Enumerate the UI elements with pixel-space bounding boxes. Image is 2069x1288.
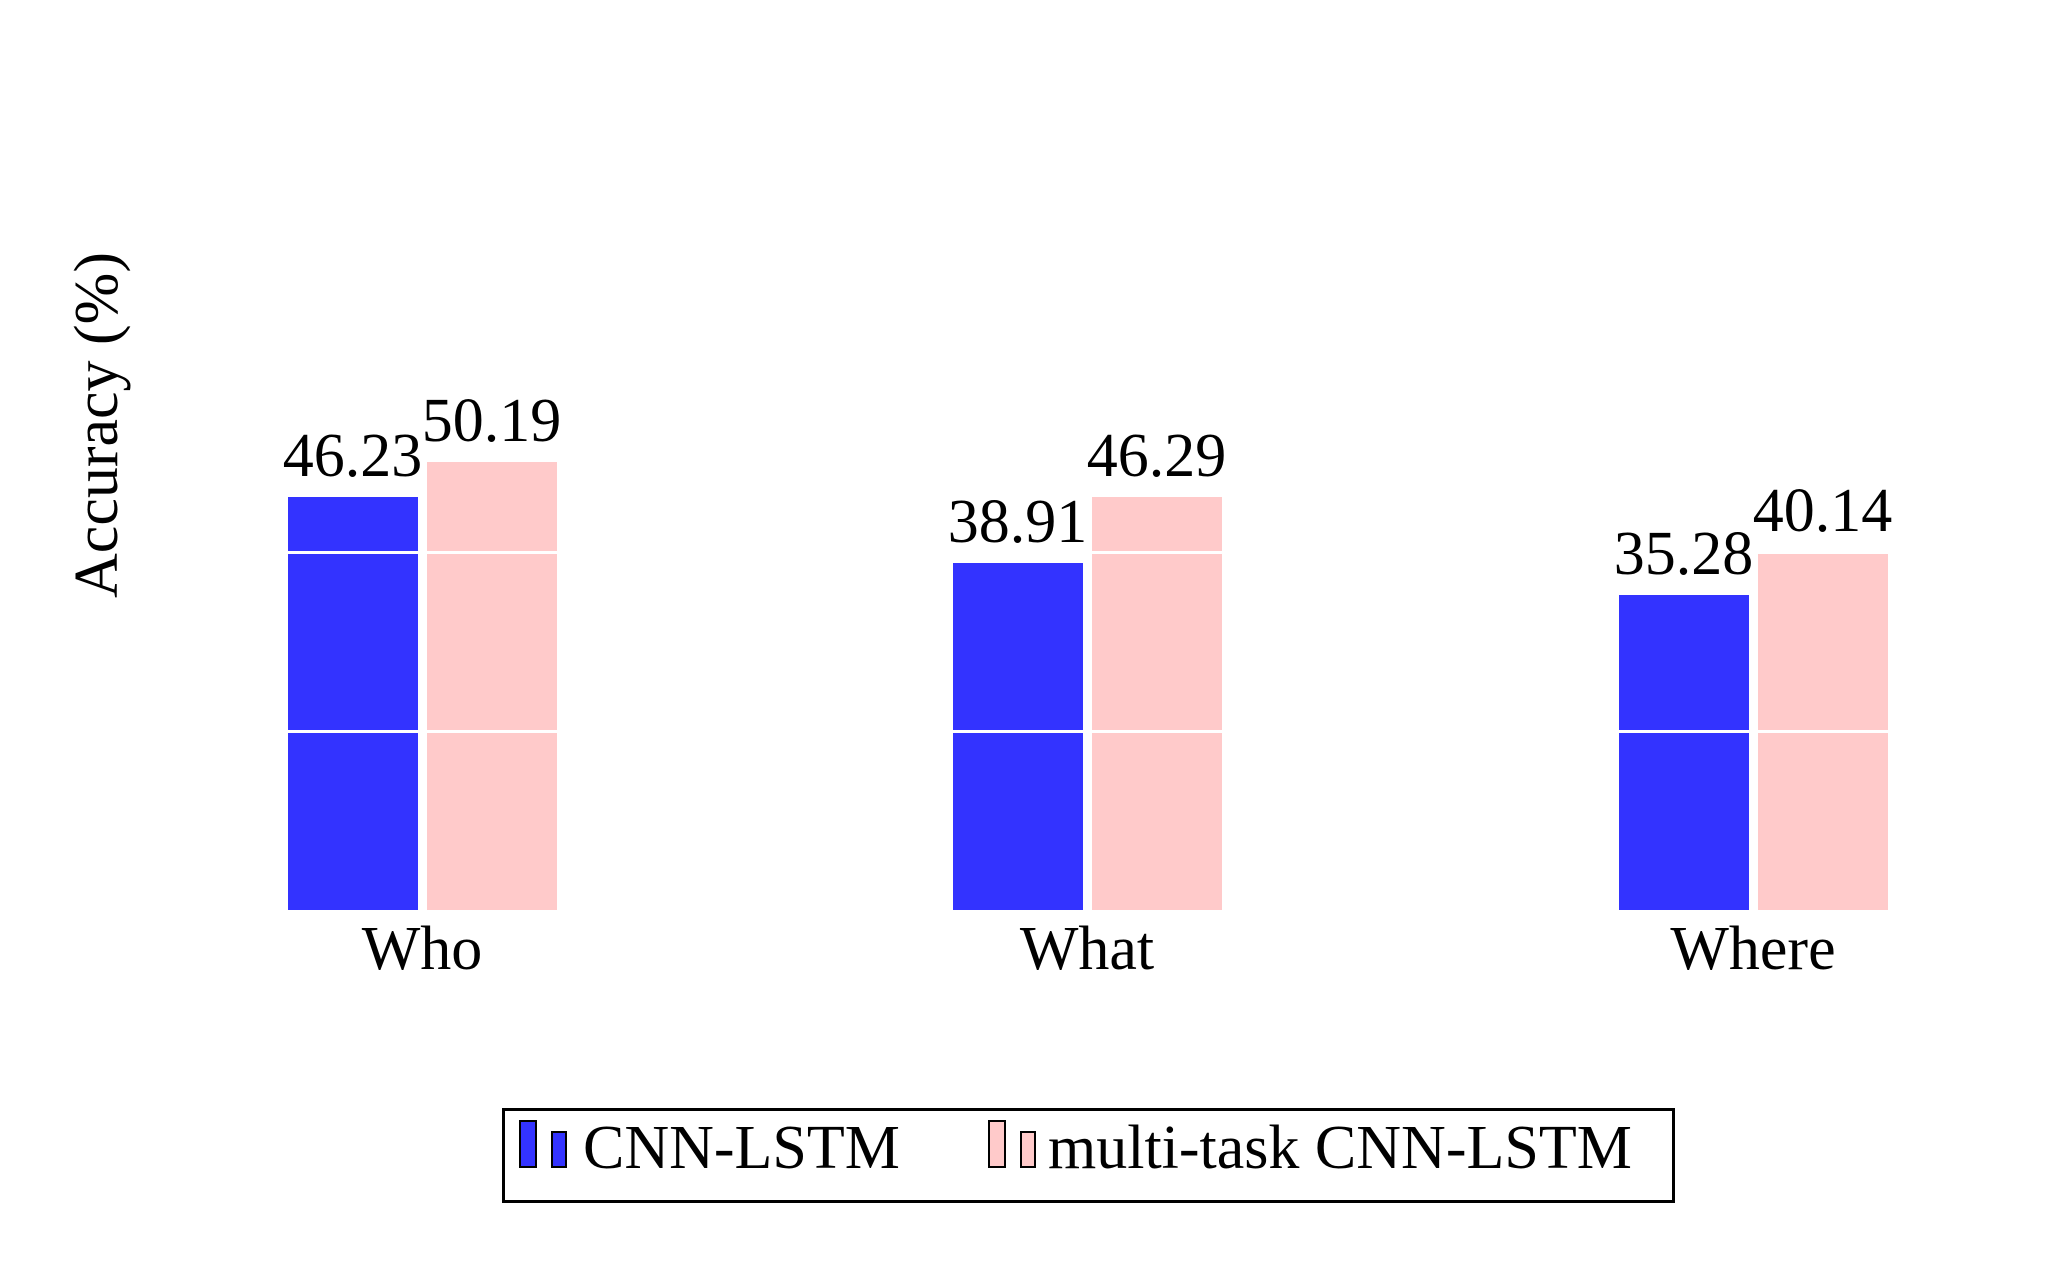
value-label-series0-who: 46.23 <box>282 422 423 491</box>
bar-series1-what <box>1091 496 1222 910</box>
x-tick-label-where: Where <box>1670 915 1836 983</box>
legend-swatch-cnn-lstm <box>519 1120 567 1168</box>
y-axis-label: Accuracy (%) <box>63 252 131 598</box>
legend-bar-icon <box>551 1131 567 1168</box>
value-label-series0-what: 38.91 <box>947 487 1088 556</box>
value-label-series0-where: 35.28 <box>1613 519 1754 588</box>
x-tick-label-who: Who <box>361 915 483 983</box>
bar-series0-where <box>1618 594 1749 910</box>
gridline-40 <box>288 551 1889 555</box>
legend-bar-icon <box>1020 1131 1036 1168</box>
bar-series0-who <box>287 497 418 910</box>
legend-box: CNN-LSTM multi-task CNN-LSTM <box>502 1108 1675 1203</box>
value-label-series1-what: 46.29 <box>1086 421 1227 490</box>
bar-series0-what <box>952 562 1083 910</box>
legend-bar-icon <box>519 1120 537 1168</box>
legend-bar-icon <box>988 1120 1006 1168</box>
legend-label-multi-task-cnn-lstm: multi-task CNN-LSTM <box>1048 1114 1632 1182</box>
x-tick-label-what: What <box>1019 915 1155 983</box>
legend-label-cnn-lstm: CNN-LSTM <box>583 1114 900 1182</box>
gridline-20 <box>288 729 1889 733</box>
bar-series1-who <box>426 461 557 910</box>
value-label-series1-who: 50.19 <box>421 386 562 455</box>
legend-swatch-multi-task-cnn-lstm <box>988 1120 1036 1168</box>
value-label-series1-where: 40.14 <box>1752 476 1893 545</box>
